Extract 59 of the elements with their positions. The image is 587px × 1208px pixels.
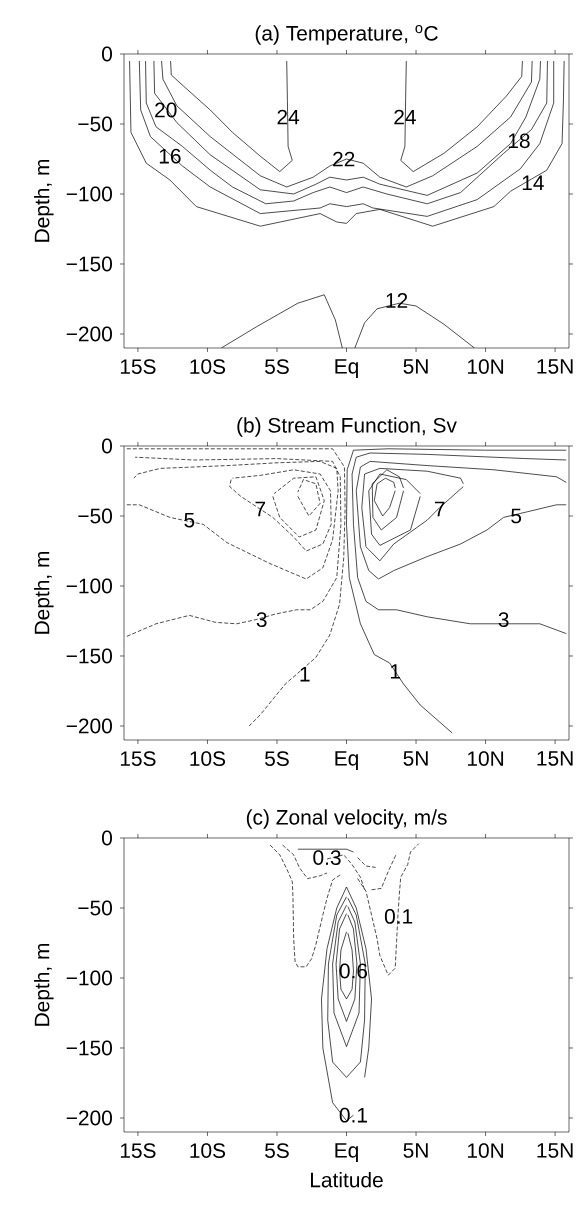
y-tick-label: −50	[78, 508, 112, 524]
chart-title: (a) Temperature, $^{o}$C	[255, 25, 438, 45]
annotation: 14	[522, 175, 544, 190]
y-tick-label: 0	[102, 46, 112, 62]
chart-title: (c) Zonal velocity, m/s	[246, 809, 447, 829]
y-tick-label: −200	[66, 1110, 112, 1126]
y-tick-label: −50	[78, 116, 112, 132]
x-tick-label: 15S	[120, 751, 156, 766]
y-axis-title: Depth, m	[34, 159, 54, 242]
x-tick-label: 15N	[537, 1143, 573, 1158]
annotation: 3	[256, 612, 267, 627]
x-tick-label: 15N	[537, 751, 573, 766]
y-tick-label: −200	[66, 326, 112, 342]
y-axis-title: Depth, m	[34, 551, 54, 634]
annotation: 1	[300, 667, 310, 682]
x-tick-label: Eq	[335, 1143, 358, 1162]
annotation: 20	[155, 102, 177, 118]
annotation: 5	[184, 512, 195, 528]
x-tick-label: 15S	[120, 359, 156, 374]
y-tick-label: −150	[66, 1040, 112, 1056]
x-tick-label: Eq	[335, 359, 358, 378]
x-tick-label: 10N	[467, 1143, 504, 1158]
x-tick-label: 15S	[120, 1143, 156, 1158]
annotation: 7	[255, 501, 266, 517]
x-tick-label: 10S	[190, 751, 226, 766]
x-tick-label: 10N	[467, 751, 504, 766]
x-tick-label: 5S	[265, 359, 289, 374]
x-tick-label: 15N	[537, 359, 573, 374]
x-tick-label: 5N	[403, 1143, 428, 1158]
y-tick-label: 0	[102, 438, 112, 454]
x-tick-label: 5S	[265, 751, 289, 766]
y-tick-label: −100	[66, 186, 112, 202]
y-tick-label: −100	[66, 578, 112, 594]
annotation: 22	[333, 151, 355, 167]
y-tick-label: −150	[66, 648, 112, 664]
chart-title: (b) Stream Function, Sv	[237, 417, 457, 437]
x-tick-label: 10S	[190, 359, 226, 374]
x-tick-label: 10S	[190, 1143, 226, 1158]
annotation: 3	[498, 612, 509, 627]
annotation: 12	[386, 293, 408, 308]
x-tick-label: 5N	[403, 751, 428, 766]
y-axis-title: Depth, m	[34, 943, 54, 1026]
x-tick-label: 5N	[403, 359, 428, 374]
x-tick-label: 5S	[265, 1143, 289, 1158]
y-tick-label: 0	[102, 830, 112, 846]
annotation: 16	[159, 148, 181, 164]
y-tick-label: −100	[66, 970, 112, 986]
y-tick-label: −50	[78, 900, 112, 916]
y-tick-label: −200	[66, 718, 112, 734]
x-axis-title: Latitude	[310, 1172, 383, 1188]
annotation: 0.3	[313, 850, 341, 865]
annotation: 0.1	[339, 1107, 367, 1123]
x-tick-label: Eq	[335, 751, 358, 770]
y-tick-label: −150	[66, 256, 112, 272]
annotation: 1	[390, 664, 400, 679]
annotation: 0.1	[384, 908, 413, 924]
annotation: 18	[508, 133, 530, 149]
annotation: 7	[434, 501, 445, 517]
x-tick-label: 10N	[467, 359, 504, 374]
